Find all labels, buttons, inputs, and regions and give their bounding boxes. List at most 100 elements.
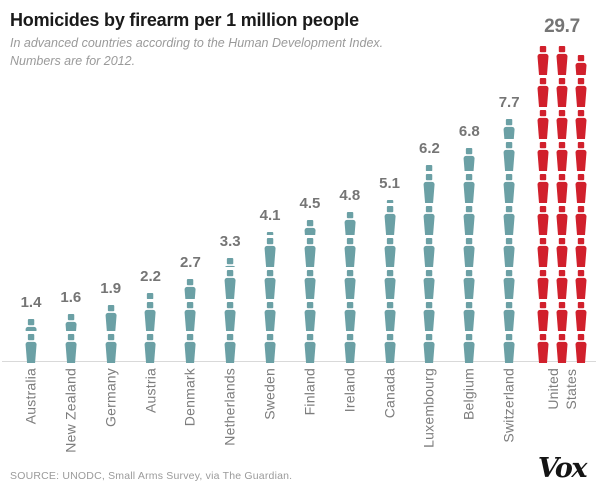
pictogram-unit [382,302,397,331]
person-icon [556,206,568,235]
pictogram-unit [422,174,437,203]
pictogram-unit [573,110,588,139]
person-icon [423,206,435,235]
person-icon [537,206,549,235]
icon-subcolumn [183,276,198,363]
person-icon [575,55,587,75]
pictogram-unit [573,55,588,75]
icon-grid [63,311,78,363]
column-belgium: 6.8 Belgium [454,0,484,500]
pictogram-partial-unit [573,55,588,75]
axis-label-sweden: Sweden [261,368,278,420]
icon-subcolumn [535,43,550,363]
person-icon [463,270,475,299]
person-icon [575,334,587,363]
pictogram-unit [502,302,517,331]
pictogram-unit [554,46,569,75]
person-icon [537,238,549,267]
axis-label-text: United [544,368,561,410]
axis-label-belgium: Belgium [461,368,477,420]
person-icon [556,46,568,75]
value-label-netherlands: 3.3 [219,233,241,250]
axis-label-text: Australia [22,368,39,425]
axis-label-text: Finland [301,368,318,416]
pictogram-unit [342,270,357,299]
person-icon [344,212,356,235]
icon-stack-germany: 1.9 [100,280,121,363]
person-icon [145,334,157,363]
axis-label-ireland: Ireland [341,368,357,412]
icon-subcolumn [422,162,437,363]
value-label-germany: 1.9 [100,280,122,297]
person-icon [575,302,587,331]
pictogram-unit [535,78,550,107]
pictogram-unit [263,270,278,299]
pictogram-unit [502,174,517,203]
icon-grid [342,209,357,363]
person-icon [423,302,435,331]
axis-label-germany: Germany [102,368,118,427]
value-label-ireland: 4.8 [339,187,361,204]
pictogram-unit [183,279,198,299]
person-icon [105,334,117,363]
vox-logo: Vox [537,453,588,484]
person-icon [344,270,356,299]
person-icon [503,119,515,139]
pictogram-partial-unit [183,279,198,299]
pictogram-unit [263,238,278,267]
column-ireland: 4.8 Ireland [335,0,365,500]
pictogram-unit [63,334,78,363]
person-icon [384,238,396,267]
pictogram-unit [462,238,477,267]
person-icon [463,302,475,331]
person-icon [575,110,587,139]
pictogram-unit [382,334,397,363]
pictogram-unit [554,334,569,363]
value-label-new-zealand: 1.6 [60,289,82,306]
person-icon [304,302,316,331]
icon-stack-austria: 2.2 [140,268,161,363]
pictogram-unit [535,142,550,171]
value-label-austria: 2.2 [140,268,161,285]
pictogram-unit [535,110,550,139]
person-icon [463,148,475,171]
pictogram-unit [462,270,477,299]
pictogram-unit [342,212,357,235]
person-icon [423,238,435,267]
person-icon [304,270,316,299]
column-switzerland: 7.7 Switzerland [494,0,524,500]
axis-label-text: Sweden [261,368,278,420]
pictogram-partial-unit [502,119,517,139]
person-icon [556,142,568,171]
pictogram-unit [535,270,550,299]
person-icon [264,238,276,267]
pictogram-unit [183,334,198,363]
person-icon [184,334,196,363]
icon-subcolumn [342,209,357,363]
person-icon [304,238,316,267]
person-icon [503,206,515,235]
pictogram-unit [63,314,78,331]
pictogram-partial-unit [103,305,118,331]
person-icon [537,142,549,171]
pictogram-unit [342,334,357,363]
icon-grid [183,276,198,363]
icon-stack-netherlands: 3.3 [220,233,241,363]
person-icon [264,270,276,299]
pictogram-unit [223,302,238,331]
icon-subcolumn [382,197,397,363]
pictogram-partial-unit [302,220,317,235]
person-icon [386,200,393,203]
pictogram-unit [502,142,517,171]
pictogram-unit [554,110,569,139]
icon-grid [223,255,238,363]
icon-stack-switzerland: 7.7 [499,94,520,363]
pictogram-unit [502,119,517,139]
icon-subcolumn [502,116,517,363]
icon-subcolumn [23,316,38,363]
person-icon [264,334,276,363]
person-icon [463,238,475,267]
pictogram-unit [462,206,477,235]
column-finland: 4.5 Finland [295,0,325,500]
